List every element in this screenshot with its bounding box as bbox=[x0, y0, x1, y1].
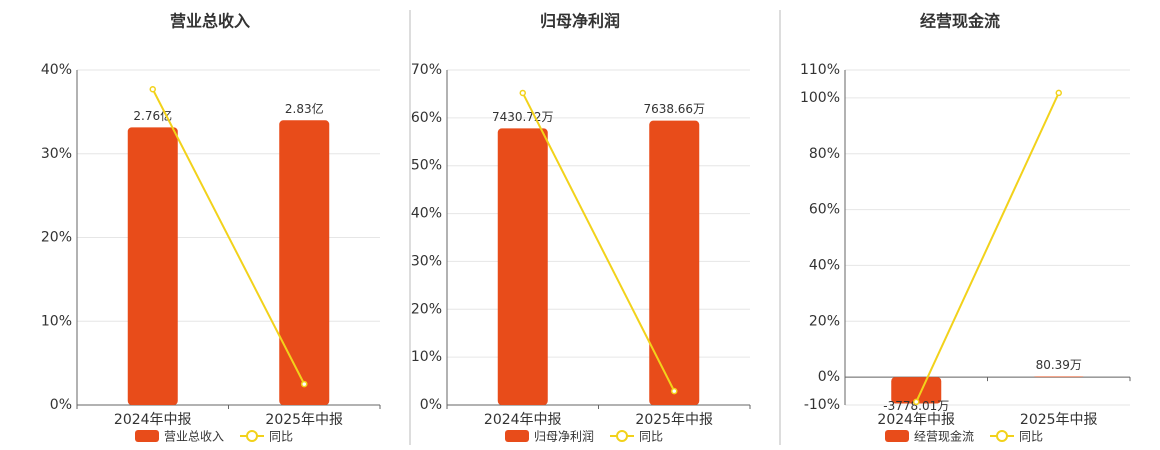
y-tick-label: 100% bbox=[800, 90, 840, 106]
value-label: 2.83亿 bbox=[285, 101, 324, 116]
x-tick-label: 2025年中报 bbox=[635, 412, 713, 428]
value-label: 7638.66万 bbox=[643, 102, 705, 116]
y-tick-label: 30% bbox=[411, 253, 442, 269]
bar bbox=[649, 120, 700, 406]
line-point bbox=[671, 387, 678, 395]
y-tick-label: 80% bbox=[809, 146, 840, 162]
y-tick-label: 40% bbox=[41, 62, 72, 78]
line bbox=[915, 92, 1060, 403]
y-tick-label: 60% bbox=[809, 202, 840, 218]
legend-marker bbox=[996, 430, 1008, 442]
legend-label: 同比 bbox=[269, 430, 293, 444]
line-point bbox=[519, 89, 526, 97]
y-tick-label: 40% bbox=[809, 257, 840, 273]
legend-label: 营业总收入 bbox=[164, 430, 224, 444]
legend-swatch bbox=[885, 430, 909, 442]
x-tick-label: 2025年中报 bbox=[1020, 412, 1098, 428]
value-label: 7430.72万 bbox=[492, 110, 554, 124]
y-tick-label: 0% bbox=[818, 369, 840, 385]
bar bbox=[497, 128, 548, 405]
chart-title: 归母净利润 bbox=[540, 12, 620, 31]
line bbox=[151, 88, 306, 385]
y-tick-label: 10% bbox=[41, 313, 72, 329]
x-tick-label: 2025年中报 bbox=[265, 412, 343, 428]
legend-marker bbox=[246, 430, 258, 442]
y-tick-label: 20% bbox=[41, 230, 72, 246]
legend-swatch bbox=[135, 430, 159, 442]
x-tick-label: 2024年中报 bbox=[114, 412, 192, 428]
line-point bbox=[913, 398, 920, 406]
value-label: -3778.01万 bbox=[883, 399, 949, 413]
line bbox=[521, 92, 676, 392]
y-tick-label: 0% bbox=[420, 397, 442, 413]
y-tick-label: 50% bbox=[411, 158, 442, 174]
legend-marker bbox=[616, 430, 628, 442]
line-point bbox=[149, 86, 156, 93]
y-tick-label: 20% bbox=[809, 313, 840, 329]
y-tick-label: 30% bbox=[41, 146, 72, 162]
y-tick-label: 70% bbox=[411, 62, 442, 78]
legend-label: 归母净利润 bbox=[534, 430, 594, 444]
y-tick-label: 20% bbox=[411, 301, 442, 317]
bar bbox=[1033, 376, 1084, 378]
y-tick-label: 10% bbox=[411, 349, 442, 365]
legend-label: 同比 bbox=[639, 430, 663, 444]
bar bbox=[891, 377, 942, 404]
legend-swatch bbox=[505, 430, 529, 442]
y-tick-label: 40% bbox=[411, 206, 442, 222]
legend-label: 经营现金流 bbox=[914, 429, 974, 444]
bar bbox=[127, 127, 178, 405]
y-tick-label: 0% bbox=[50, 397, 72, 413]
y-tick-label: -10% bbox=[804, 397, 840, 413]
bar bbox=[279, 120, 330, 406]
y-tick-label: 110% bbox=[800, 62, 840, 78]
value-label: 2.76亿 bbox=[133, 108, 172, 123]
line-point bbox=[1055, 89, 1062, 97]
chart-title: 营业总收入 bbox=[170, 12, 250, 31]
chart-title: 经营现金流 bbox=[920, 12, 1000, 31]
y-tick-label: 60% bbox=[411, 110, 442, 126]
value-label: 80.39万 bbox=[1036, 358, 1082, 372]
legend-label: 同比 bbox=[1019, 430, 1043, 444]
line-point bbox=[301, 380, 308, 388]
x-tick-label: 2024年中报 bbox=[877, 412, 955, 428]
x-tick-label: 2024年中报 bbox=[484, 412, 562, 428]
